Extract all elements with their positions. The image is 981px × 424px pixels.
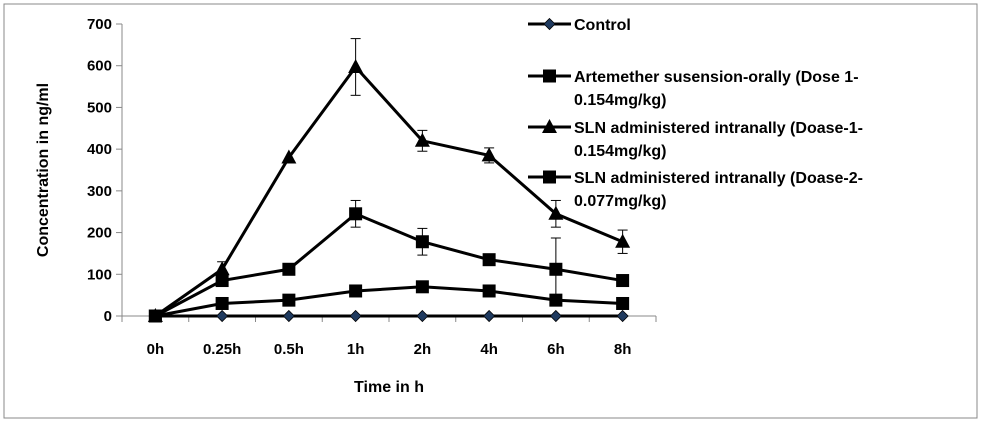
y-tick-label: 200	[87, 225, 112, 242]
legend-item-2: SLN administered intranally (Doase-1- 0.1…	[528, 119, 863, 160]
legend-label: SLN administered intranally (Doase-2-	[574, 170, 863, 187]
x-tick-label: 8h	[614, 341, 632, 358]
legend-label: Artemether susension-orally (Dose 1-	[574, 69, 859, 86]
x-axis-title: Time in h	[354, 379, 424, 396]
chart-border	[3, 3, 978, 419]
x-tick-label: 0.25h	[203, 341, 241, 358]
data-point	[482, 284, 496, 298]
x-tick-label: 2h	[414, 341, 432, 358]
data-point	[415, 235, 429, 249]
data-point	[616, 309, 629, 323]
data-point	[348, 58, 364, 73]
data-point	[616, 274, 630, 288]
data-point	[282, 262, 296, 276]
x-tick-label: 1h	[347, 341, 365, 358]
y-tick-label: 100	[87, 266, 112, 283]
legend-marker	[543, 170, 556, 184]
data-point	[281, 149, 297, 164]
y-axis-title: Concentration in ng/ml	[35, 83, 52, 257]
y-tick-label: 0	[104, 308, 112, 325]
legend-label: 0.077mg/kg)	[574, 193, 666, 210]
data-point	[215, 296, 229, 310]
x-axis-ticks: 0h 0.25h 0.5h 1h 2h 4h 6h 8h	[121, 316, 657, 358]
series-line	[154, 64, 624, 318]
y-tick-label: 500	[87, 99, 112, 116]
y-axis-ticks: 0 100 200 300 400 500 600 700	[87, 16, 122, 325]
legend-marker	[543, 69, 556, 83]
data-point	[282, 309, 295, 323]
legend-marker	[542, 119, 557, 133]
legend-item-1: Artemether susension-orally (Dose 1- 0.15…	[528, 69, 859, 109]
x-tick-label: 0.5h	[274, 341, 304, 358]
series-line	[155, 285, 623, 318]
legend-label: Control	[574, 17, 631, 34]
data-point	[216, 309, 229, 323]
legend-marker	[543, 17, 556, 31]
data-point	[481, 147, 497, 162]
data-point	[282, 293, 296, 307]
legend: Control Artemether susension-orally (Dose…	[528, 17, 863, 210]
data-point	[548, 205, 564, 220]
data-point	[148, 309, 162, 323]
plot-area	[147, 38, 631, 323]
y-tick-label: 300	[87, 183, 112, 200]
y-tick-label: 600	[87, 58, 112, 75]
legend-label: 0.154mg/kg)	[574, 143, 666, 160]
x-tick-label: 4h	[480, 341, 498, 358]
data-point	[214, 261, 230, 276]
series-line	[154, 212, 623, 318]
data-point	[549, 309, 562, 323]
data-point	[416, 309, 429, 323]
data-point	[349, 207, 363, 221]
legend-label: SLN administered intranally (Doase-1-	[574, 120, 863, 137]
x-tick-label: 6h	[547, 341, 565, 358]
data-point	[483, 309, 496, 323]
y-tick-label: 700	[87, 16, 112, 33]
legend-item-3: SLN administered intranally (Doase-2- 0.0…	[528, 170, 863, 210]
data-point	[349, 284, 363, 298]
data-point	[215, 274, 229, 288]
series-3	[148, 199, 630, 323]
y-tick-label: 400	[87, 141, 112, 158]
data-point	[415, 280, 429, 294]
data-point	[349, 309, 362, 323]
data-point	[615, 233, 631, 248]
legend-item-0: Control	[528, 17, 631, 34]
data-point	[616, 296, 630, 310]
data-point	[414, 132, 430, 147]
x-tick-label: 0h	[147, 341, 165, 358]
data-point	[482, 253, 496, 267]
data-point	[549, 262, 563, 276]
legend-label: 0.154mg/kg)	[574, 92, 666, 109]
